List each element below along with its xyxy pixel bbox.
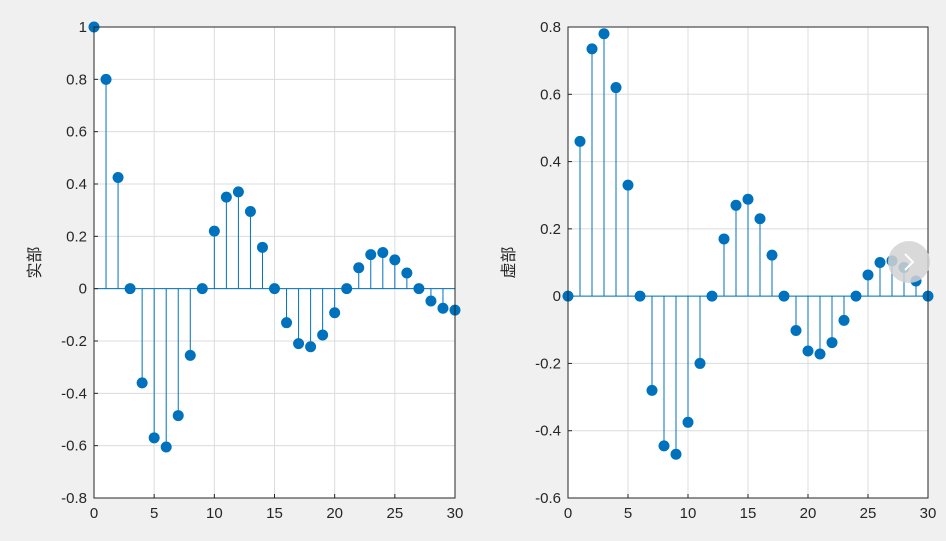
stem-marker (622, 179, 634, 191)
stem-marker (862, 269, 874, 281)
x-tick-label: 25 (386, 505, 403, 522)
x-tick-label: 5 (150, 505, 158, 522)
stem-marker (742, 193, 754, 205)
axes-box (93, 26, 456, 499)
y-tick-label: 1 (79, 19, 87, 36)
stem-marker (634, 290, 646, 302)
stem-marker (790, 324, 802, 336)
y-tick-label: 0.6 (66, 124, 87, 141)
stem-marker (850, 290, 862, 302)
y-tick-label: -0.2 (61, 333, 87, 350)
stem-marker (389, 254, 401, 266)
y-tick-label: 0.4 (540, 154, 561, 171)
y-tick-label: 0.2 (66, 228, 87, 245)
nav-arrow-button[interactable] (888, 241, 930, 283)
axes-real: 0 5 10 15 20 25 30 -0.8 -0.6 -0.4 -0.2 0 0.2 0.4 0.6 0.… (25, 19, 463, 522)
x-tick-label: 0 (90, 505, 98, 522)
y-tick-label: 0 (79, 281, 87, 298)
stem-marker (718, 233, 730, 245)
x-tick-label: 15 (266, 505, 283, 522)
y-tick-label: 0.4 (66, 176, 87, 193)
stem-marker (281, 317, 293, 329)
stem-marker (136, 377, 148, 389)
y-tick-label: 0.8 (540, 19, 561, 36)
chevron-right-icon (904, 253, 915, 271)
stem-marker (754, 213, 766, 225)
stem-marker (778, 290, 790, 302)
y-tick-label: -0.6 (61, 438, 87, 455)
stem-marker (148, 432, 160, 444)
stem-marker (766, 249, 778, 261)
stem-marker (706, 290, 718, 302)
stem-marker (269, 283, 280, 295)
stem-marker (401, 267, 413, 279)
stem-marker (220, 191, 232, 203)
y-tick-label: -0.2 (535, 355, 561, 372)
stem-marker (293, 338, 305, 350)
stem-marker (670, 448, 682, 460)
y-tick-label: 0 (553, 288, 561, 305)
stem-marker (124, 283, 136, 295)
stem-marker (814, 348, 826, 360)
stem-marker (377, 247, 389, 259)
y-axis-label: 虚部 (499, 246, 518, 278)
stem-marker (305, 341, 317, 353)
y-axis-label: 实部 (25, 246, 44, 278)
y-tick-label: -0.4 (535, 423, 561, 440)
stem-marker (341, 283, 353, 295)
stem-marker (329, 307, 341, 319)
y-tick-label: 0.2 (540, 221, 561, 238)
y-tick-label: -0.4 (61, 385, 87, 402)
stem-marker (694, 357, 706, 369)
x-tick-label: 15 (740, 505, 757, 522)
stem-marker (317, 329, 329, 341)
stem-marker (208, 225, 220, 237)
x-tick-label: 10 (206, 505, 223, 522)
y-tick-label: -0.6 (535, 490, 561, 507)
stem-marker (874, 257, 886, 268)
stem-marker (730, 199, 742, 211)
stem-marker (658, 440, 670, 452)
stem-marker (160, 441, 172, 453)
stem-marker (196, 283, 208, 295)
stem-marker (586, 43, 598, 55)
stem-marker (172, 410, 184, 422)
stem-marker (646, 384, 658, 396)
stem-marker (184, 349, 196, 361)
y-tick-label: 0.8 (66, 71, 87, 88)
stem-marker (365, 249, 377, 261)
stem-marker (802, 345, 814, 357)
stem-marker (244, 205, 256, 217)
stem-marker (256, 241, 268, 253)
x-tick-label: 20 (800, 505, 817, 522)
y-tick-label: 0.6 (540, 86, 561, 103)
stem-marker (598, 28, 610, 40)
stem-marker (232, 186, 244, 198)
stem-marker (413, 283, 425, 295)
stem-marker (425, 295, 437, 307)
y-tick-label: -0.8 (61, 490, 87, 507)
stem-marker (100, 73, 112, 85)
x-tick-label: 10 (680, 505, 697, 522)
stem-marker (437, 302, 449, 314)
x-tick-label: 0 (564, 505, 572, 522)
stem-marker (826, 337, 838, 349)
x-tick-label: 30 (920, 505, 937, 522)
x-tick-label: 25 (860, 505, 877, 522)
x-tick-label: 30 (447, 505, 464, 522)
stem-marker (112, 171, 124, 183)
axes-imag: 0 5 10 15 20 25 30 -0.6 -0.4 -0.2 0 0.2 0.4 0.6 0.8 虚部 (499, 19, 936, 522)
x-tick-label: 5 (624, 505, 632, 522)
stem-marker (574, 135, 586, 147)
stem-marker (353, 262, 365, 274)
nav-arrow-circle[interactable] (888, 241, 930, 283)
stem-marker (838, 314, 850, 326)
x-tick-label: 20 (326, 505, 343, 522)
stem-marker (610, 82, 622, 94)
stem-marker (682, 416, 694, 428)
